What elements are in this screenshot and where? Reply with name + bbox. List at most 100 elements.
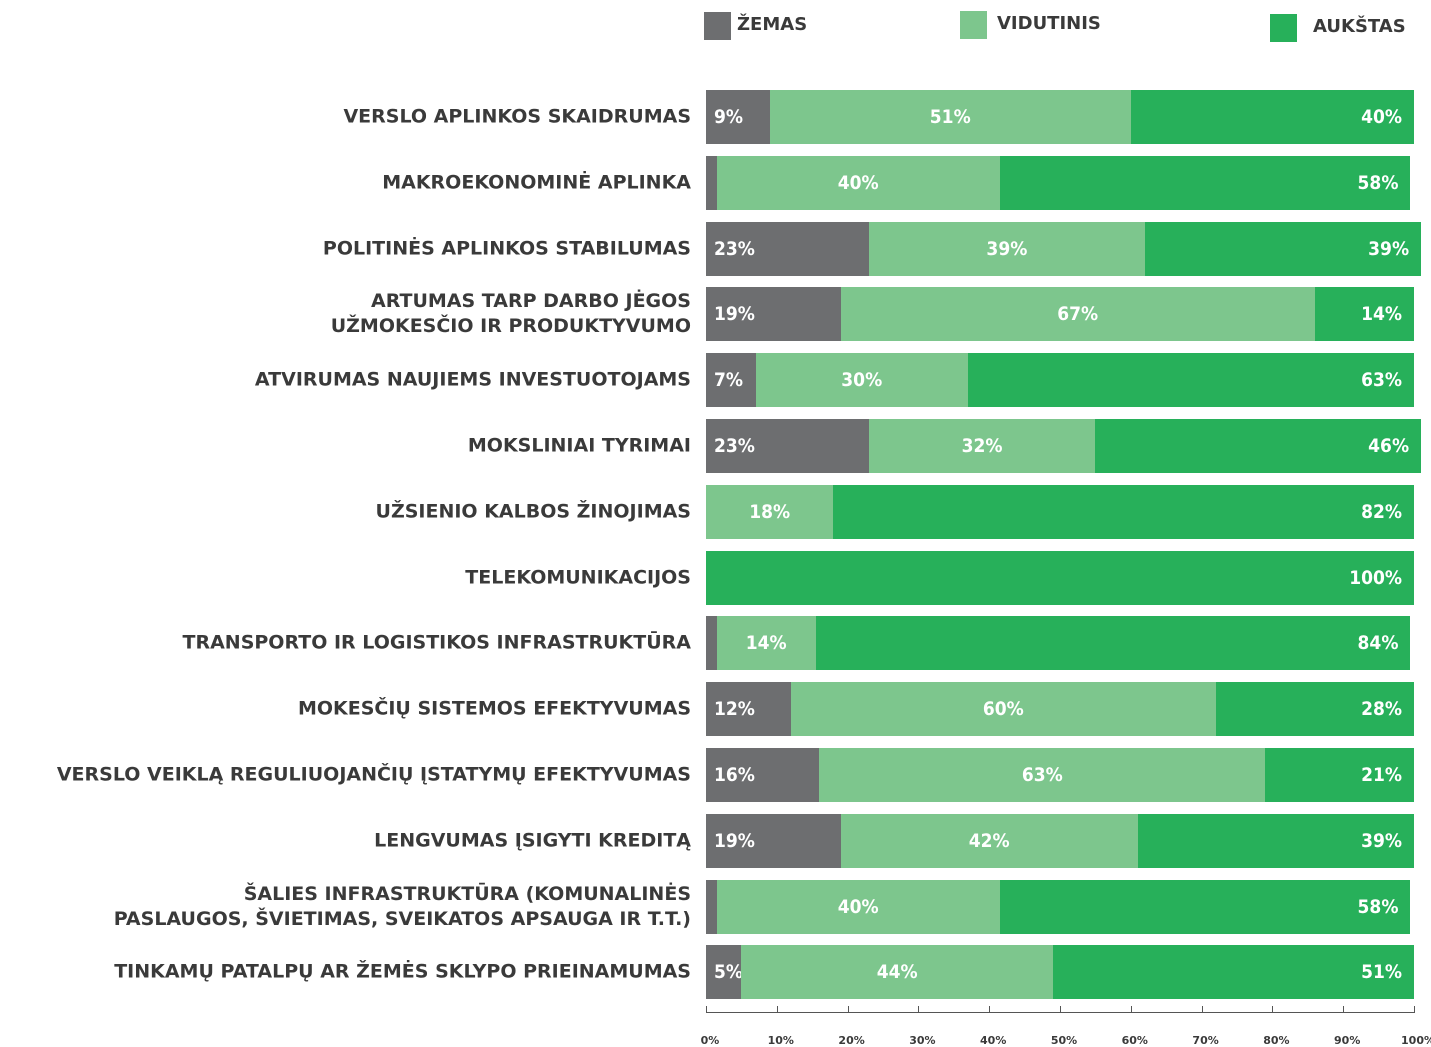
tick-mark	[989, 1006, 991, 1013]
value-label: 14%	[1361, 303, 1402, 326]
bar-segment	[706, 221, 869, 276]
tick-mark	[776, 1006, 778, 1013]
legend-swatch	[1270, 14, 1297, 42]
bar-segment	[868, 221, 1145, 276]
value-label: 40%	[837, 171, 879, 194]
value-label: 39%	[1368, 237, 1410, 260]
bar-segment	[706, 682, 791, 737]
bar-segment	[1052, 945, 1414, 1000]
value-label: 46%	[1368, 435, 1410, 457]
legend-label: ŽEMAS	[737, 14, 808, 35]
category-label: VERSLO VEIKLĄ REGULIUOJANČIŲ ĮSTATYMŲ EF…	[56, 763, 691, 786]
value-label: 51%	[929, 106, 971, 128]
legend-label: AUKŠTAS	[1313, 16, 1406, 37]
value-label: 82%	[1361, 500, 1402, 523]
value-label: 18%	[749, 500, 791, 523]
bar-segment	[706, 287, 841, 342]
value-label: 63%	[1021, 764, 1063, 786]
tick-mark	[1201, 1006, 1203, 1013]
value-label: 44%	[876, 961, 918, 984]
bar-segment	[833, 484, 1414, 539]
value-label: 63%	[1361, 369, 1402, 392]
bar-segment	[1144, 221, 1422, 276]
bar-segment	[1215, 682, 1414, 737]
bar-segment	[999, 879, 1411, 934]
value-label: 60%	[982, 698, 1024, 721]
bar-segment	[790, 682, 1216, 737]
value-label: 39%	[1361, 829, 1402, 852]
bar-segment	[706, 419, 869, 473]
category-label: TELEKOMUNIKACIJOS	[465, 566, 691, 589]
bar-segment	[999, 155, 1411, 210]
category-label: TRANSPORTO IR LOGISTIKOS INFRASTRUKTŪRA	[182, 631, 692, 654]
category-label: ATVIRUMAS NAUJIEMS INVESTUOTOJAMS	[254, 368, 691, 391]
value-label: 28%	[1361, 698, 1402, 721]
x-tick-label: 90%	[1334, 1034, 1361, 1047]
bar-segment	[706, 90, 770, 144]
bar-segment	[706, 353, 756, 408]
legend-swatch	[960, 11, 987, 39]
tick-mark	[1272, 1006, 1274, 1013]
value-label: 51%	[1361, 961, 1402, 984]
bar-segment	[815, 616, 1411, 671]
value-label: 39%	[986, 237, 1028, 260]
category-label: LENGVUMAS ĮSIGYTI KREDITĄ	[374, 829, 691, 852]
value-label: 100%	[1349, 566, 1402, 589]
value-label: 42%	[968, 829, 1010, 852]
bar-segment	[706, 484, 834, 539]
category-label: MOKSLINIAI TYRIMAI	[467, 434, 691, 457]
bar-segment	[706, 155, 717, 210]
bar-segment	[967, 353, 1414, 408]
tick-mark	[847, 1006, 849, 1013]
bar-segment	[769, 90, 1131, 144]
legend-swatch	[704, 12, 731, 40]
value-label: 58%	[1357, 171, 1399, 194]
bar-segment	[716, 616, 816, 671]
bar-segment	[716, 879, 1000, 934]
bar-segment	[1137, 813, 1414, 868]
tick-mark	[1414, 1006, 1415, 1013]
category-label: MOKESČIŲ SISTEMOS EFEKTYVUMAS	[297, 697, 691, 720]
bar-segment	[706, 879, 717, 934]
value-label: 21%	[1361, 764, 1402, 786]
x-tick-label: 60%	[1121, 1034, 1148, 1047]
x-tick-label: 0%	[700, 1034, 720, 1047]
bar-segment	[1095, 419, 1422, 473]
value-label: 40%	[837, 895, 879, 918]
bar-segment	[1265, 748, 1414, 802]
bar-segment	[706, 616, 717, 671]
tick-mark	[706, 1006, 707, 1013]
bar-segment	[706, 550, 1414, 605]
bar-segment	[716, 155, 1000, 210]
value-label: 19%	[714, 303, 755, 326]
value-label: 19%	[714, 829, 755, 852]
bar-segment	[840, 813, 1138, 868]
category-label: POLITINĖS APLINKOS STABILUMAS	[322, 237, 691, 260]
value-label: 7%	[714, 369, 744, 392]
category-label: ŠALIES INFRASTRUKTŪRA (KOMUNALINĖS PASLA…	[113, 882, 691, 930]
value-label: 12%	[714, 698, 755, 721]
tick-mark	[1343, 1006, 1345, 1013]
value-label: 32%	[961, 435, 1003, 457]
x-tick-label: 10%	[767, 1034, 794, 1047]
value-label: 84%	[1357, 632, 1399, 655]
value-label: 58%	[1357, 895, 1399, 918]
bar-segment	[1314, 287, 1414, 342]
category-label: VERSLO APLINKOS SKAIDRUMAS	[343, 105, 691, 128]
x-tick-label: 30%	[909, 1034, 936, 1047]
bar-segment	[840, 287, 1315, 342]
value-label: 5%	[714, 961, 744, 984]
x-tick-label: 20%	[838, 1034, 865, 1047]
value-label: 9%	[714, 106, 744, 128]
tick-mark	[918, 1006, 920, 1013]
bar-segment	[819, 748, 1266, 802]
value-label: 30%	[841, 369, 883, 392]
tick-mark	[1130, 1006, 1132, 1013]
bar-segment	[706, 945, 742, 1000]
category-label: ARTUMAS TARP DARBO JĖGOS UŽMOKESČIO IR P…	[330, 290, 691, 338]
bar-segment	[1130, 90, 1414, 144]
value-label: 23%	[714, 435, 755, 457]
bar-segment	[741, 945, 1053, 1000]
bar-segment	[706, 748, 820, 802]
